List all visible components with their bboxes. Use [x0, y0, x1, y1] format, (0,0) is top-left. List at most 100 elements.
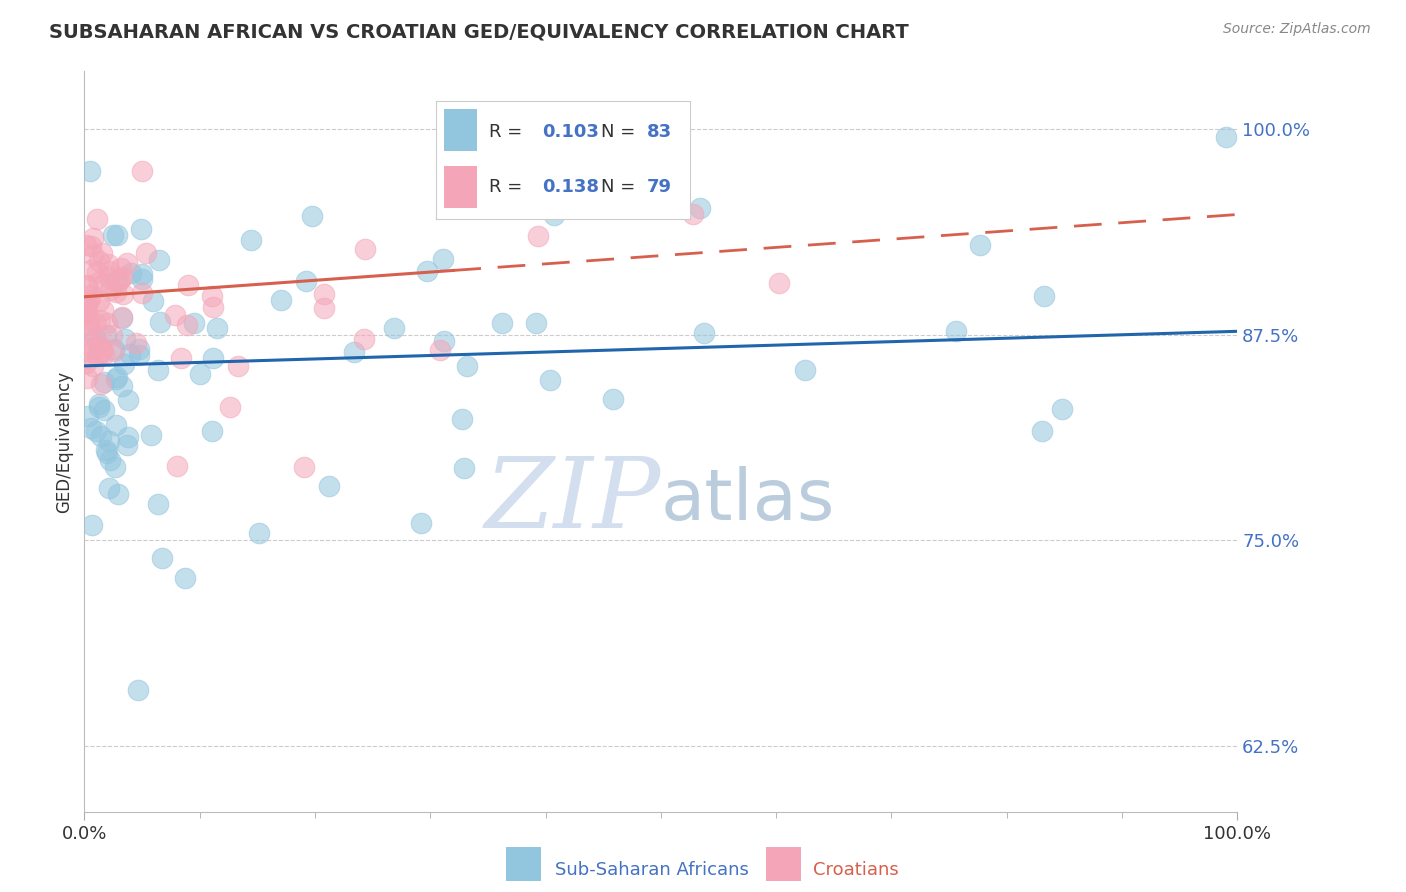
Point: [86, 212, 108, 227]
Point: [239, 233, 262, 247]
Point: [111, 311, 134, 326]
Point: [538, 373, 561, 387]
Point: [249, 526, 271, 541]
Point: [202, 351, 225, 365]
Point: [118, 347, 141, 361]
Point: [91, 303, 114, 318]
Point: [84, 317, 107, 331]
Point: [111, 310, 134, 324]
Point: [945, 324, 967, 338]
Point: [125, 335, 148, 350]
Point: [76, 370, 98, 384]
Point: [97, 481, 120, 495]
Point: [318, 479, 340, 493]
Point: [79, 320, 101, 334]
Point: [312, 301, 335, 315]
Point: [75, 302, 97, 317]
Point: [135, 246, 157, 260]
Point: [93, 375, 115, 389]
Point: [602, 392, 624, 406]
Point: [1050, 402, 1073, 417]
Point: [77, 293, 100, 307]
Point: [150, 550, 173, 565]
Point: [108, 272, 131, 286]
Point: [105, 228, 128, 243]
Point: [432, 252, 454, 266]
Point: [409, 516, 432, 530]
Point: [105, 370, 128, 384]
Point: [127, 682, 149, 697]
Point: [543, 208, 565, 222]
Point: [98, 283, 121, 297]
Point: [148, 497, 170, 511]
Point: [75, 300, 97, 314]
Point: [76, 296, 98, 310]
Point: [453, 460, 475, 475]
Point: [433, 334, 456, 348]
Point: [131, 272, 153, 286]
Point: [76, 279, 98, 293]
Point: [98, 453, 121, 467]
Point: [120, 266, 142, 280]
Point: [96, 316, 118, 330]
Point: [82, 248, 104, 262]
Point: [82, 231, 104, 245]
Point: [87, 293, 110, 308]
Point: [117, 430, 139, 444]
Point: [117, 256, 139, 270]
Point: [107, 276, 129, 290]
Point: [768, 277, 790, 291]
Point: [353, 332, 375, 346]
Point: [79, 239, 101, 253]
Point: [111, 286, 134, 301]
Point: [89, 347, 111, 361]
Point: [77, 409, 100, 424]
Point: [456, 359, 478, 374]
Point: [131, 164, 153, 178]
Point: [97, 434, 120, 448]
Point: [80, 420, 103, 434]
Point: [129, 221, 152, 235]
Point: [292, 460, 315, 475]
Point: [104, 460, 127, 475]
Point: [90, 429, 112, 443]
Point: [97, 257, 120, 271]
Point: [382, 321, 405, 335]
Point: [101, 227, 124, 242]
Point: [93, 346, 115, 360]
Point: [111, 269, 134, 284]
Point: [491, 316, 513, 330]
Point: [207, 321, 229, 335]
Point: [527, 228, 550, 243]
Text: SUBSAHARAN AFRICAN VS CROATIAN GED/EQUIVALENCY CORRELATION CHART: SUBSAHARAN AFRICAN VS CROATIAN GED/EQUIV…: [49, 22, 908, 41]
Point: [84, 425, 107, 439]
Point: [76, 277, 98, 292]
Point: [75, 298, 97, 312]
Point: [201, 424, 224, 438]
Point: [226, 359, 249, 373]
Text: ZIP: ZIP: [485, 453, 661, 549]
Point: [75, 237, 97, 252]
Point: [76, 307, 98, 321]
Point: [89, 401, 111, 415]
Point: [79, 325, 101, 339]
Point: [75, 344, 97, 359]
Point: [87, 337, 110, 351]
Point: [343, 345, 366, 359]
Point: [353, 242, 375, 256]
Text: Croatians: Croatians: [813, 861, 898, 879]
Point: [84, 331, 107, 345]
Point: [86, 264, 108, 278]
Point: [105, 418, 128, 433]
Point: [128, 348, 150, 362]
Point: [149, 315, 172, 329]
Point: [105, 274, 128, 288]
Point: [79, 288, 101, 302]
Point: [76, 341, 98, 355]
Point: [969, 237, 991, 252]
Point: [202, 300, 225, 314]
Point: [270, 293, 292, 307]
Point: [794, 363, 817, 377]
Point: [91, 343, 114, 357]
Point: [89, 276, 111, 290]
